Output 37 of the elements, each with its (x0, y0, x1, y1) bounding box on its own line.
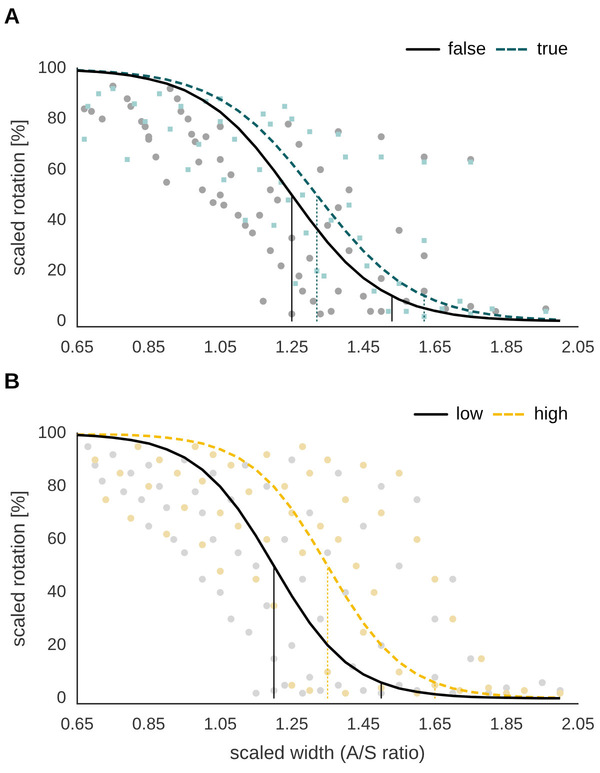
x-tick-label: 2.05 (561, 337, 595, 356)
y-axis-title: scaled rotation [%] (8, 490, 30, 647)
x-tick-label: 1.25 (275, 337, 308, 356)
chart-title: A (4, 3, 20, 28)
y-tick-label: 0 (56, 311, 66, 330)
x-tick-label: 1.45 (346, 714, 380, 734)
x-tick-label: 1.85 (490, 714, 523, 734)
y-tick-label: 60 (47, 159, 66, 178)
x-tick-label: 0.65 (60, 714, 94, 734)
x-tick-label: 1.25 (275, 714, 308, 734)
y-tick-label: 80 (47, 476, 66, 496)
y-tick-label: 40 (47, 210, 66, 229)
x-tick-label: 2.05 (561, 714, 595, 734)
x-tick-label: 1.05 (204, 714, 237, 734)
legend-label: high (534, 403, 568, 424)
y-tick-label: 20 (47, 260, 66, 280)
x-axis-title: scaled width (A/S ratio) (230, 742, 426, 764)
y-tick-label: 80 (47, 108, 66, 128)
x-tick-label: 0.85 (132, 714, 166, 734)
y-tick-label: 100 (38, 58, 66, 78)
y-tick-label: 60 (47, 529, 66, 548)
legend-label: low (456, 403, 484, 424)
y-axis-title: scaled rotation [%] (8, 119, 30, 276)
x-tick-label: 1.85 (490, 337, 523, 356)
chart-title: B (4, 368, 20, 394)
x-tick-label: 1.65 (418, 714, 452, 734)
y-tick-label: 20 (47, 635, 66, 654)
x-tick-label: 1.05 (204, 337, 237, 356)
x-tick-label: 0.65 (60, 337, 94, 356)
y-tick-label: 100 (38, 423, 66, 442)
legend-label: false (448, 38, 486, 58)
x-tick-label: 1.45 (346, 337, 380, 356)
legend-label: true (536, 38, 568, 58)
x-tick-label: 1.65 (418, 337, 452, 356)
y-tick-label: 40 (47, 582, 66, 602)
x-tick-label: 0.85 (132, 337, 166, 356)
y-tick-label: 0 (56, 688, 66, 708)
